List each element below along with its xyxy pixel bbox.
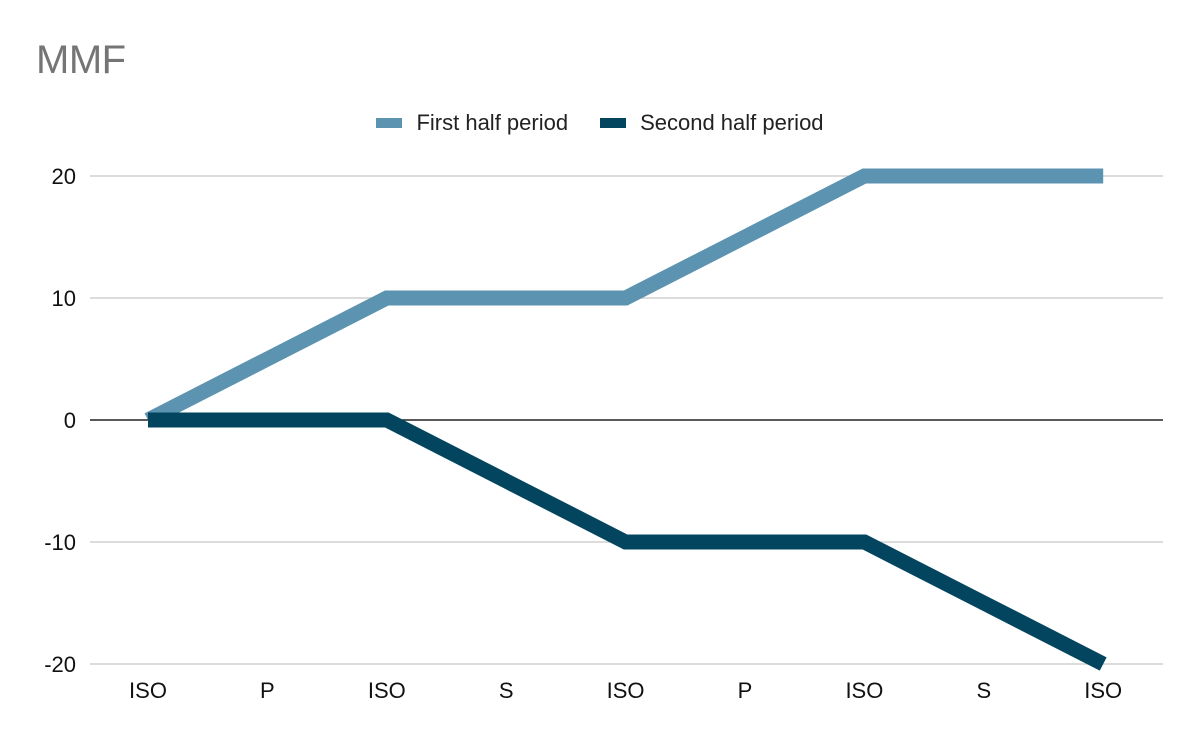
x-tick-label: ISO xyxy=(368,678,406,703)
y-tick-label: -20 xyxy=(44,652,76,677)
legend-label-second-half: Second half period xyxy=(640,110,824,135)
x-tick-label: ISO xyxy=(607,678,645,703)
x-tick-label: P xyxy=(260,678,275,703)
legend-swatch-first-half xyxy=(376,118,403,128)
x-tick-label: P xyxy=(738,678,753,703)
x-tick-label: S xyxy=(499,678,514,703)
legend-entry-second-half: Second half period xyxy=(600,110,824,136)
legend: First half period Second half period xyxy=(0,110,1200,136)
y-tick-label: 0 xyxy=(64,408,76,433)
x-tick-label: ISO xyxy=(845,678,883,703)
y-tick-label: -10 xyxy=(44,530,76,555)
x-tick-label: S xyxy=(976,678,991,703)
y-tick-label: 20 xyxy=(52,164,76,189)
x-tick-label: ISO xyxy=(129,678,167,703)
legend-entry-first-half: First half period xyxy=(376,110,568,136)
x-tick-label: ISO xyxy=(1084,678,1122,703)
legend-swatch-second-half xyxy=(600,118,627,128)
series-line-first-half xyxy=(144,168,1104,427)
series-line-second-half xyxy=(148,412,1107,671)
chart-title: MMF xyxy=(36,38,126,82)
legend-label-first-half: First half period xyxy=(416,110,569,135)
y-tick-label: 10 xyxy=(52,286,76,311)
